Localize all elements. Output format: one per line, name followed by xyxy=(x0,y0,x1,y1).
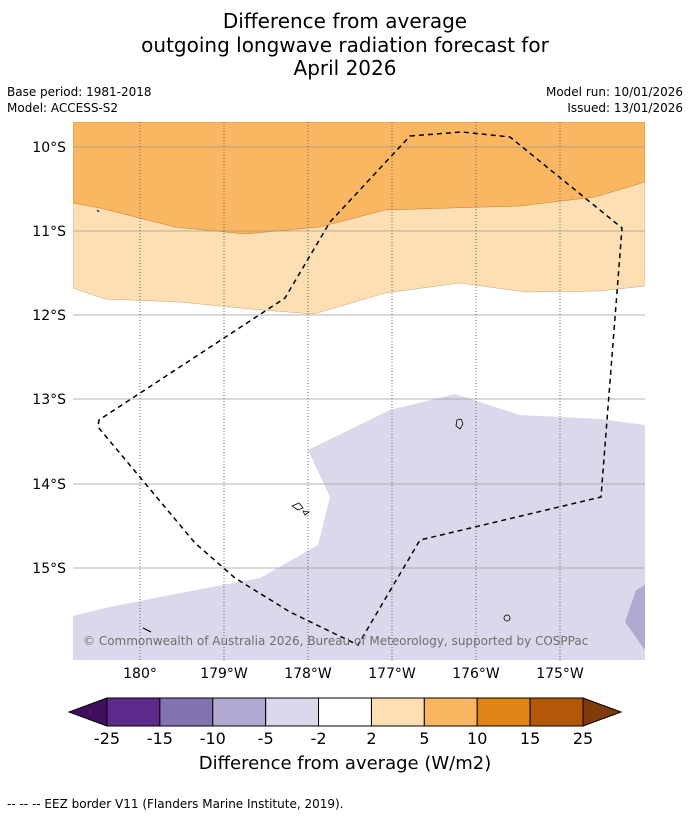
y-tick-14s: 14°S xyxy=(32,477,66,493)
region-negative-5-2 xyxy=(73,394,645,660)
island-nukulaelae xyxy=(455,418,464,430)
latitude-gridlines xyxy=(73,146,645,569)
island-northwest xyxy=(96,209,100,213)
chart-title-line-1: Difference from average xyxy=(222,9,468,33)
eez-border xyxy=(97,131,623,646)
colorbar-extend-over xyxy=(582,697,623,727)
colorbar xyxy=(67,697,623,727)
y-tick-15s: 15°S xyxy=(32,561,66,577)
colorbar-swatch xyxy=(423,697,478,727)
colorbar-swatch xyxy=(476,697,531,727)
colorbar-tick-label: -10 xyxy=(199,729,226,748)
colorbar-tick-label: -15 xyxy=(146,729,173,748)
eez-footnote: -- -- -- EEZ border V11 (Flanders Marine… xyxy=(7,797,344,811)
model-run-label: Model run: 10/01/2026 xyxy=(545,85,683,99)
colorbar-swatch xyxy=(370,697,425,727)
colorbar-tick-label: -25 xyxy=(93,729,121,748)
island-southwest xyxy=(142,627,152,633)
map-area: © Commonwealth of Australia 2026, Bureau… xyxy=(73,122,645,660)
copyright-text: © Commonwealth of Australia 2026, Bureau… xyxy=(83,634,588,648)
x-tick-180: 180° xyxy=(123,666,157,682)
colorbar-swatch xyxy=(318,697,372,727)
colorbar-tick-label: 10 xyxy=(467,729,488,748)
model-label: Model: ACCESS-S2 xyxy=(7,101,119,115)
region-negative-10-5 xyxy=(625,585,645,650)
colorbar-swatch xyxy=(106,697,161,727)
x-tick-177w: 177°W xyxy=(368,666,416,682)
colorbar-tick-label: 2 xyxy=(366,729,377,748)
colorbar-swatch xyxy=(159,697,214,727)
y-tick-13s: 13°S xyxy=(32,392,66,408)
island-tuvalu-west xyxy=(291,502,310,516)
y-tick-10s: 10°S xyxy=(32,140,66,156)
x-tick-179w: 179°W xyxy=(200,666,248,682)
colorbar-tick-label: 15 xyxy=(519,729,541,748)
issued-label: Issued: 13/01/2026 xyxy=(567,101,683,115)
x-axis-ticks: 180° 179°W 178°W 177°W 176°W 175°W xyxy=(123,666,584,682)
colorbar-tick-label: 5 xyxy=(419,729,430,748)
colorbar-title: Difference from average (W/m2) xyxy=(198,753,492,774)
region-positive-5-10 xyxy=(73,122,645,235)
colorbar-tick-label: -5 xyxy=(257,729,274,748)
colorbar-extend-under xyxy=(67,697,108,727)
x-tick-178w: 178°W xyxy=(284,666,332,682)
x-tick-175w: 175°W xyxy=(536,666,584,682)
colorbar-tick-label: 25 xyxy=(572,729,594,748)
colorbar-swatch xyxy=(212,697,267,727)
chart-title-line-3: April 2026 xyxy=(293,56,397,80)
colorbar-tick-label: -2 xyxy=(310,729,327,748)
y-axis-ticks: 10°S 11°S 12°S 13°S 14°S 15°S xyxy=(32,140,66,577)
x-tick-176w: 176°W xyxy=(452,666,500,682)
y-tick-12s: 12°S xyxy=(32,308,66,324)
y-tick-11s: 11°S xyxy=(32,224,66,240)
island-south xyxy=(503,614,511,622)
chart-title-line-2: outgoing longwave radiation forecast for xyxy=(141,33,549,57)
colorbar-swatch xyxy=(265,697,320,727)
colorbar-swatch xyxy=(529,697,584,727)
base-period-label: Base period: 1981-2018 xyxy=(7,85,152,99)
